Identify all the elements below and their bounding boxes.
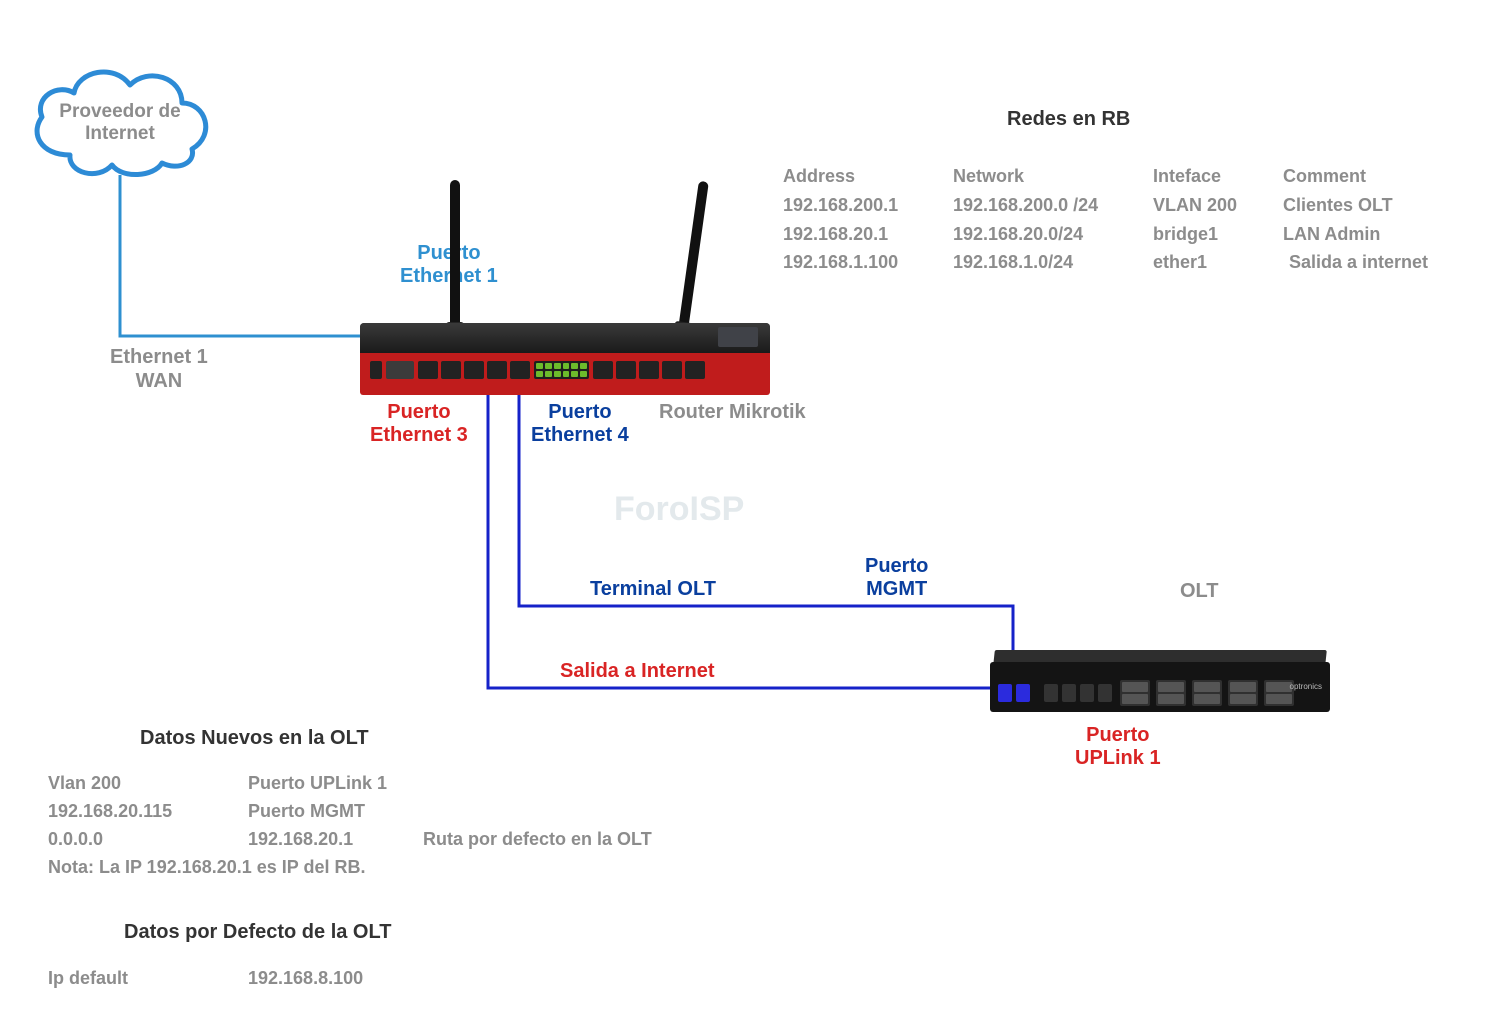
usb-port-icon [370,361,382,379]
redes-cell: LAN Admin [1283,220,1463,249]
label-eth1-wan: Ethernet 1 WAN [110,345,208,393]
redes-table: Address Network Inteface Comment 192.168… [783,162,1463,277]
olt-nota-text: Nota: La IP 192.168.20.1 es IP del RB. [48,854,366,882]
eth7-port-icon [616,361,636,379]
redes-header-row: Address Network Inteface Comment [783,162,1463,191]
redes-cell: VLAN 200 [1153,191,1283,220]
eth3-port-icon [464,361,484,379]
eth-group-2 [593,361,705,379]
eth2-port-icon [441,361,461,379]
eth4-port-icon [487,361,507,379]
redes-cell: 192.168.200.1 [783,191,953,220]
redes-cell: 192.168.20.1 [783,220,953,249]
cloud-shape: Proveedor de Internet [20,55,220,205]
olt-cell: Ip default [48,965,248,993]
eth5-port-icon [510,361,530,379]
antenna-1-icon [450,180,460,330]
eth6-port-icon [593,361,613,379]
olt-brand-label: optronics [1290,682,1322,691]
label-puerto-mgmt: Puerto MGMT [865,555,928,601]
olt-defecto-row: Ip default 192.168.8.100 [48,965,423,993]
sfp-pair-icon [1192,680,1222,706]
router-ports [370,359,760,381]
olt-uplink4-icon [1098,684,1112,702]
olt-defecto-title: Datos por Defecto de la OLT [124,921,391,944]
eth8-port-icon [639,361,659,379]
olt-cell: 0.0.0.0 [48,826,248,854]
olt-body: optronics [990,662,1330,712]
olt-device: optronics [990,650,1330,720]
redes-cell: 192.168.1.100 [783,248,953,277]
olt-mgmt-ports [998,684,1112,702]
redes-row: 192.168.20.1 192.168.20.0/24 bridge1 LAN… [783,220,1463,249]
olt-defecto-table: Ip default 192.168.8.100 [48,965,423,993]
label-salida-internet: Salida a Internet [560,660,715,683]
redes-cell: Salida a internet [1283,248,1463,277]
redes-title: Redes en RB [1007,108,1130,131]
olt-mgmt2-icon [1016,684,1030,702]
router-top [360,323,770,353]
label-puerto-eth3: Puerto Ethernet 3 [370,401,468,447]
sfp-pair-icon [1228,680,1258,706]
sfp-port-icon [386,361,414,379]
redes-hdr-address: Address [783,162,953,191]
olt-cell [423,798,652,826]
label-olt: OLT [1180,580,1219,603]
sfp-pair-icon [1156,680,1186,706]
eth9-port-icon [662,361,682,379]
olt-cell: Vlan 200 [48,770,248,798]
olt-uplink1-icon [1044,684,1058,702]
olt-uplink2-icon [1062,684,1076,702]
led-block-icon [534,361,589,379]
redes-cell: ether1 [1153,248,1283,277]
watermark-text: ForoISP [614,490,744,529]
olt-cell: 192.168.20.1 [248,826,423,854]
olt-nuevos-row: 192.168.20.115 Puerto MGMT [48,798,652,826]
label-puerto-eth4: Puerto Ethernet 4 [531,401,629,447]
antenna-2-icon [678,181,709,331]
olt-nota: Nota: La IP 192.168.20.1 es IP del RB. [48,854,652,882]
olt-uplink3-icon [1080,684,1094,702]
redes-hdr-interface: Inteface [1153,162,1283,191]
redes-row: 192.168.200.1 192.168.200.0 /24 VLAN 200… [783,191,1463,220]
label-puerto-uplink: Puerto UPLink 1 [1075,724,1161,770]
redes-row: 192.168.1.100 192.168.1.0/24 ether1 Sali… [783,248,1463,277]
redes-cell: 192.168.20.0/24 [953,220,1153,249]
router-front [360,353,770,395]
sfp-pair-icon [1120,680,1150,706]
olt-nuevos-row: Vlan 200 Puerto UPLink 1 [48,770,652,798]
redes-hdr-network: Network [953,162,1153,191]
olt-cell: 192.168.8.100 [248,965,423,993]
olt-cell: Ruta por defecto en la OLT [423,826,652,854]
cloud-label: Proveedor de Internet [20,101,220,145]
olt-nuevos-title: Datos Nuevos en la OLT [140,727,369,750]
eth10-port-icon [685,361,705,379]
olt-cell: Puerto UPLink 1 [248,770,423,798]
redes-hdr-comment: Comment [1283,162,1463,191]
olt-nuevos-table: Vlan 200 Puerto UPLink 1 192.168.20.115 … [48,770,652,882]
eth1-port-icon [418,361,438,379]
label-terminal-olt: Terminal OLT [590,578,716,601]
redes-cell: Clientes OLT [1283,191,1463,220]
redes-cell: 192.168.200.0 /24 [953,191,1153,220]
redes-cell: bridge1 [1153,220,1283,249]
olt-nuevos-row: 0.0.0.0 192.168.20.1 Ruta por defecto en… [48,826,652,854]
olt-cell: 192.168.20.115 [48,798,248,826]
olt-sfp-tray [1120,680,1294,706]
router-device [360,275,770,395]
eth-group-1 [418,361,530,379]
redes-cell: 192.168.1.0/24 [953,248,1153,277]
router-lcd [718,327,758,347]
label-router-name: Router Mikrotik [659,401,806,424]
olt-cell [423,770,652,798]
olt-cell: Puerto MGMT [248,798,423,826]
olt-mgmt1-icon [998,684,1012,702]
